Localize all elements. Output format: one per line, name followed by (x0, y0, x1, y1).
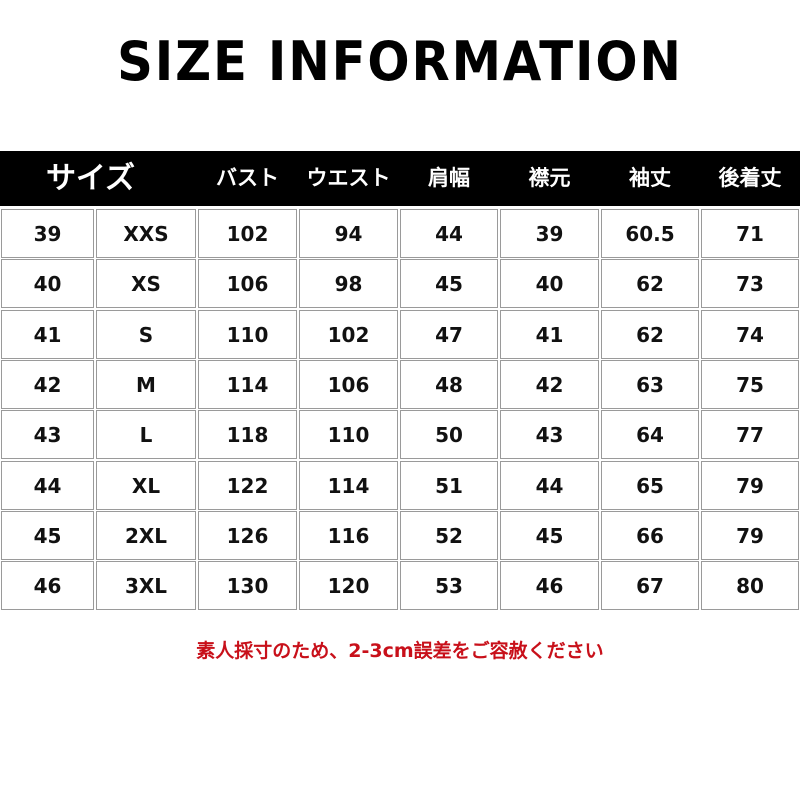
table-cell: 74 (701, 309, 799, 359)
table-cell: 42 (1, 359, 94, 409)
table-cell: 120 (299, 561, 398, 611)
table-cell: 77 (701, 410, 799, 460)
table-cell: 110 (198, 309, 297, 359)
table-cell: 102 (299, 309, 398, 359)
table-cell: 50 (400, 410, 498, 460)
table-cell: 65 (601, 460, 699, 510)
table-cell: 130 (198, 561, 297, 611)
table-cell: 44 (1, 460, 94, 510)
table-cell: 114 (299, 460, 398, 510)
table-cell: 43 (500, 410, 599, 460)
table-cell: 39 (1, 209, 94, 258)
table-cell: S (96, 309, 196, 359)
header-cell: ウエスト (306, 166, 391, 190)
table-cell: 3XL (96, 561, 196, 611)
table-cell: 102 (198, 209, 297, 258)
table-cell: 41 (500, 309, 599, 359)
table-cell: 45 (500, 510, 599, 560)
header-cell: 襟元 (528, 166, 571, 190)
table-cell: 48 (400, 359, 498, 409)
table-cell: 106 (299, 359, 398, 409)
table-cell: 94 (299, 209, 398, 258)
table-cell: 45 (400, 259, 498, 309)
table-cell: 98 (299, 259, 398, 309)
table-cell: 39 (500, 209, 599, 258)
header-cell: サイズ (45, 161, 136, 196)
table-cell: M (96, 359, 196, 409)
table-cell: 62 (601, 259, 699, 309)
table-cell: 75 (701, 359, 799, 409)
table-cell: 2XL (96, 510, 196, 560)
header-cell: 袖丈 (629, 166, 671, 190)
header-cell: 後着丈 (718, 166, 782, 190)
table-cell: 79 (701, 460, 799, 510)
table-cell: 60.5 (601, 209, 699, 258)
header-cell: 肩幅 (428, 166, 470, 190)
table-cell: 45 (1, 510, 94, 560)
table-cell: 51 (400, 460, 498, 510)
table-cell: L (96, 410, 196, 460)
table-cell: 126 (198, 510, 297, 560)
table-cell: 53 (400, 561, 498, 611)
table-cell: 110 (299, 410, 398, 460)
table-cell: 63 (601, 359, 699, 409)
table-cell: 40 (500, 259, 599, 309)
table-cell: 41 (1, 309, 94, 359)
table-cell: 43 (1, 410, 94, 460)
table-cell: 44 (500, 460, 599, 510)
table-cell: 118 (198, 410, 297, 460)
table-cell: 80 (701, 561, 799, 611)
table-cell: 79 (701, 510, 799, 560)
table-cell: 114 (198, 359, 297, 409)
title: SIZE INFORMATION (117, 30, 683, 93)
note: 素人採寸のため、2-3cm誤差をご容赦ください (196, 640, 604, 662)
table-cell: 67 (601, 561, 699, 611)
table-cell: XS (96, 259, 196, 309)
table-cell: 47 (400, 309, 498, 359)
table-cell: 62 (601, 309, 699, 359)
table-header: サイズ バスト ウエスト 肩幅 襟元 袖丈 後着丈 (0, 151, 800, 206)
table-cell: 73 (701, 259, 799, 309)
table-cell: XXS (96, 209, 196, 258)
header-cell: バスト (216, 166, 279, 190)
table-cell: 64 (601, 410, 699, 460)
table-cell: 40 (1, 259, 94, 309)
table-cell: 44 (400, 209, 498, 258)
table-cell: 46 (500, 561, 599, 611)
table-cell: 106 (198, 259, 297, 309)
table-cell: 46 (1, 561, 94, 611)
table-cell: 66 (601, 510, 699, 560)
table-cell: 116 (299, 510, 398, 560)
table-cell: 71 (701, 209, 799, 258)
table-cell: 42 (500, 359, 599, 409)
table-cell: XL (96, 460, 196, 510)
table-cell: 52 (400, 510, 498, 560)
table-cell: 122 (198, 460, 297, 510)
